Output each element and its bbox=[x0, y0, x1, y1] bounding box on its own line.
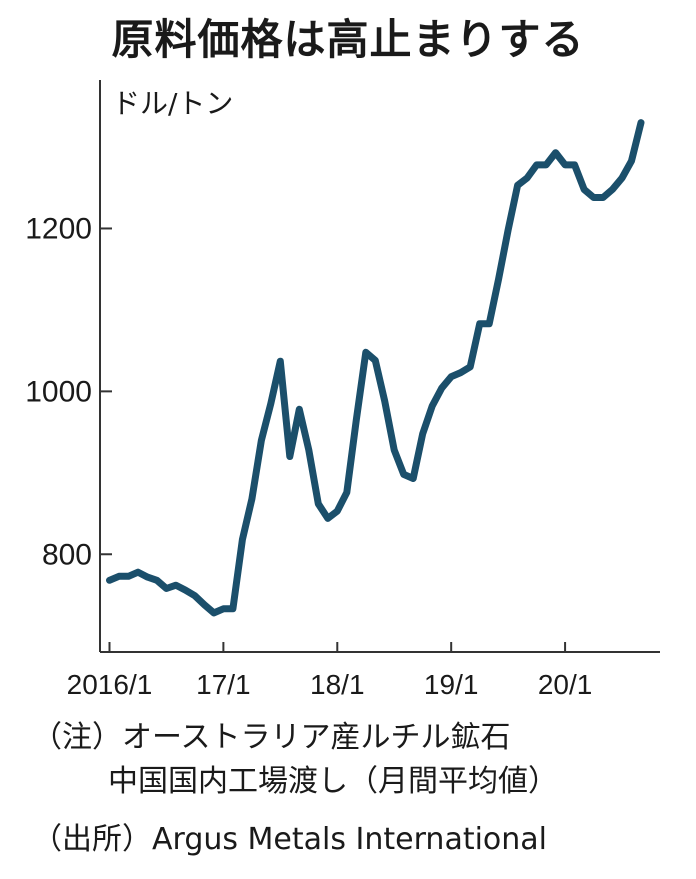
note-line-2: 中国国内工場渡し（月間平均値） bbox=[108, 764, 558, 799]
x-tick-label: 19/1 bbox=[424, 669, 479, 700]
x-tick-label: 2016/1 bbox=[67, 669, 153, 700]
price-series-line bbox=[106, 119, 645, 617]
y-tick-label: 1200 bbox=[25, 212, 92, 245]
y-tick-label: 800 bbox=[42, 538, 92, 571]
source-note: （出所）Argus Metals International bbox=[32, 822, 548, 857]
chart-title: 原料価格は高止まりする bbox=[111, 15, 585, 64]
x-tick-label: 20/1 bbox=[538, 669, 593, 700]
x-tick-label: 18/1 bbox=[310, 669, 365, 700]
x-tick-label: 17/1 bbox=[196, 669, 251, 700]
note-line-1: （注）オーストラリア産ルチル鉱石 bbox=[32, 720, 511, 755]
y-tick-label: 1000 bbox=[25, 375, 92, 408]
y-axis-unit-label: ドル/トン bbox=[112, 87, 234, 120]
